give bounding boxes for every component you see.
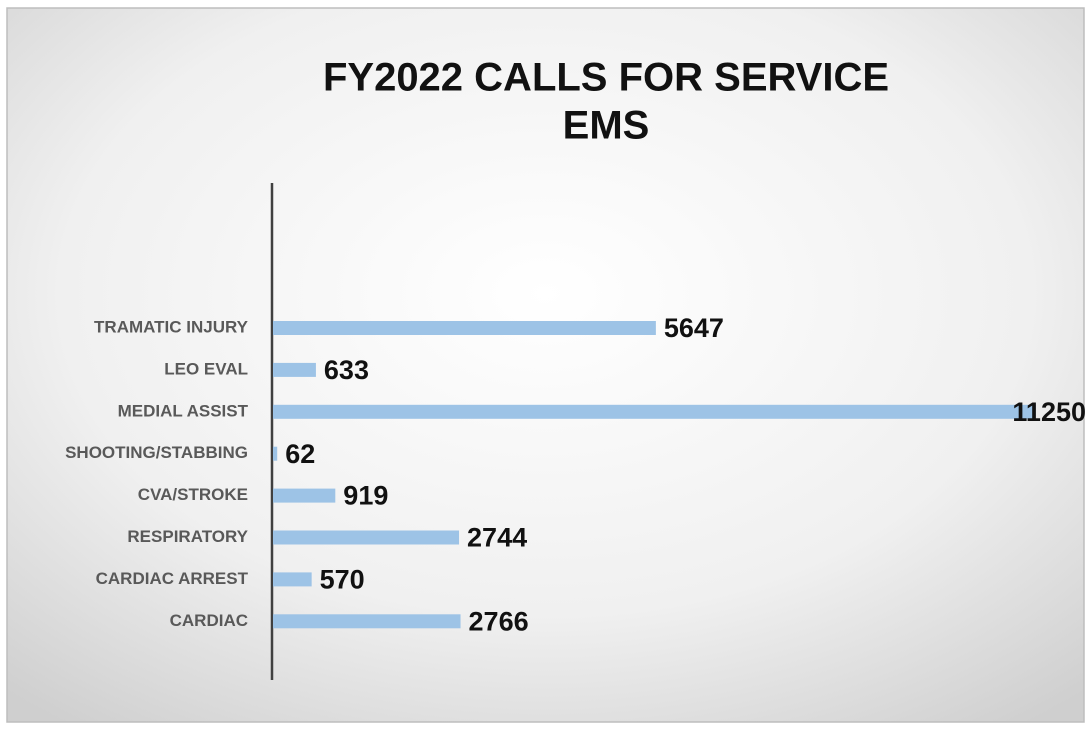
bar — [273, 321, 656, 335]
data-label: 2766 — [469, 606, 529, 636]
category-label: CARDIAC ARREST — [96, 569, 249, 588]
category-label: CARDIAC — [170, 611, 248, 630]
bar — [273, 572, 312, 587]
category-label: LEO EVAL — [164, 359, 248, 378]
data-label: 633 — [324, 355, 369, 385]
bar — [273, 488, 336, 503]
chart-background — [6, 7, 1085, 723]
category-label: TRAMATIC INJURY — [94, 317, 249, 336]
bar — [273, 530, 460, 545]
data-label: 570 — [320, 565, 365, 595]
data-label: 2744 — [467, 523, 527, 553]
data-label: 11250 — [1012, 397, 1086, 427]
data-label: 5647 — [664, 313, 724, 343]
bar — [273, 446, 278, 461]
category-label: SHOOTING/STABBING — [65, 443, 248, 462]
data-label: 919 — [343, 481, 388, 511]
data-label: 62 — [285, 439, 315, 469]
category-label: CVA/STROKE — [138, 485, 248, 504]
chart-title: EMS — [563, 104, 650, 148]
category-label: MEDIAL ASSIST — [118, 401, 249, 420]
bar — [273, 404, 1036, 419]
bar — [273, 614, 461, 629]
bar — [273, 362, 316, 377]
category-label: RESPIRATORY — [127, 527, 248, 546]
chart-title: FY2022 CALLS FOR SERVICE — [323, 56, 889, 100]
